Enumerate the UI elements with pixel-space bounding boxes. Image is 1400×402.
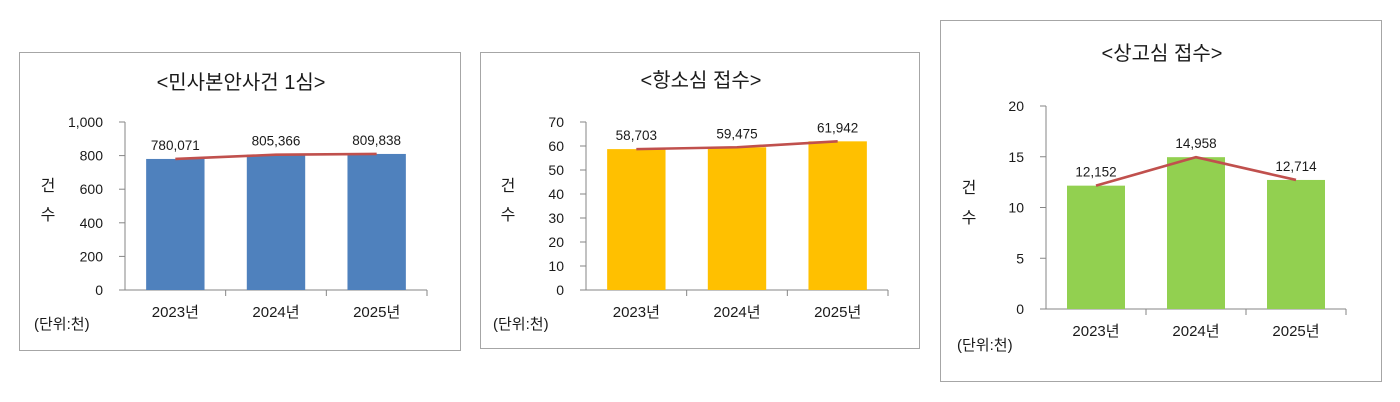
y-tick-label: 800 xyxy=(80,148,104,164)
y-tick-label: 600 xyxy=(80,181,104,197)
y-tick-label: 40 xyxy=(548,186,564,202)
chart-title: <항소심 접수> xyxy=(641,69,762,92)
chart-panel-supreme-filings: <상고심 접수> 0 5 10 15 20 2023년 2024년 2025년 12,152 14,… xyxy=(940,20,1382,382)
data-label: 58,703 xyxy=(616,128,657,143)
bar xyxy=(347,153,406,290)
y-axis-label: 건 xyxy=(41,177,56,195)
x-tick-label: 2025년 xyxy=(1272,323,1319,340)
x-tick-label: 2023년 xyxy=(613,304,660,321)
bar xyxy=(246,154,306,290)
x-tick-label: 2025년 xyxy=(353,304,400,321)
chart-svg: <민사본안사건 1심> 0 200 400 600 800 1,000 2023년 2024년 2… xyxy=(34,71,428,333)
x-tick-label: 2024년 xyxy=(1172,323,1219,340)
data-label: 12,714 xyxy=(1275,159,1317,174)
y-tick-label: 200 xyxy=(80,248,104,264)
y-tick-label: 0 xyxy=(95,282,103,298)
y-tick-label: 0 xyxy=(556,282,564,298)
y-axis-label: 수 xyxy=(41,206,56,224)
data-label: 780,071 xyxy=(151,138,200,153)
chart-svg: <항소심 접수> 0 10 20 30 40 50 60 70 2023년 2024년 2025년 58… xyxy=(493,69,889,333)
trend-line xyxy=(1095,155,1297,187)
y-axis-label: 건 xyxy=(501,177,516,195)
x-tick-label: 2023년 xyxy=(1072,323,1119,340)
unit-label: (단위:천) xyxy=(957,337,1013,354)
y-tick-label: 30 xyxy=(548,210,564,226)
y-tick-label: 0 xyxy=(1016,301,1024,317)
y-axis-label: 건 xyxy=(962,179,977,197)
data-label: 61,942 xyxy=(817,120,858,135)
data-label: 805,366 xyxy=(252,134,301,149)
bar xyxy=(607,149,666,290)
trend-line xyxy=(636,140,838,151)
y-axis-label: 수 xyxy=(501,206,516,224)
y-tick-label: 20 xyxy=(548,234,564,250)
y-tick-label: 50 xyxy=(548,162,564,178)
y-tick-label: 10 xyxy=(548,258,564,274)
bar xyxy=(146,158,205,290)
x-tick-label: 2023년 xyxy=(152,304,199,321)
bar xyxy=(808,141,867,290)
data-label: 14,958 xyxy=(1175,136,1216,151)
chart-panel-civil-first-instance: <민사본안사건 1심> 0 200 400 600 800 1,000 2023년 2024년 2… xyxy=(19,52,461,351)
y-tick-label: 1,000 xyxy=(68,114,103,130)
unit-label: (단위:천) xyxy=(493,316,549,333)
x-tick-label: 2025년 xyxy=(814,304,861,321)
y-tick-label: 10 xyxy=(1008,200,1024,216)
y-tick-label: 5 xyxy=(1016,250,1024,266)
y-axis-label: 수 xyxy=(962,209,977,227)
bar xyxy=(707,147,767,290)
trend-line xyxy=(175,152,377,161)
chart-svg: <상고심 접수> 0 5 10 15 20 2023년 2024년 2025년 12,152 14,… xyxy=(957,42,1347,354)
x-tick-label: 2024년 xyxy=(252,304,299,321)
chart-title: <민사본안사건 1심> xyxy=(157,71,326,94)
data-label: 12,152 xyxy=(1075,165,1116,180)
bar xyxy=(1267,179,1325,309)
data-label: 59,475 xyxy=(716,126,757,141)
y-tick-label: 60 xyxy=(548,138,564,154)
bar xyxy=(1167,157,1225,309)
chart-panel-appeal-filings: <항소심 접수> 0 10 20 30 40 50 60 70 2023년 2024년 2025년 58… xyxy=(480,52,920,349)
y-tick-label: 15 xyxy=(1008,149,1024,165)
y-tick-label: 20 xyxy=(1008,98,1024,114)
x-tick-label: 2024년 xyxy=(713,304,760,321)
chart-title: <상고심 접수> xyxy=(1102,42,1223,65)
y-tick-label: 400 xyxy=(80,215,104,231)
unit-label: (단위:천) xyxy=(34,316,90,333)
y-tick-label: 70 xyxy=(548,114,564,130)
bar xyxy=(1067,185,1125,309)
data-label: 809,838 xyxy=(352,133,401,148)
